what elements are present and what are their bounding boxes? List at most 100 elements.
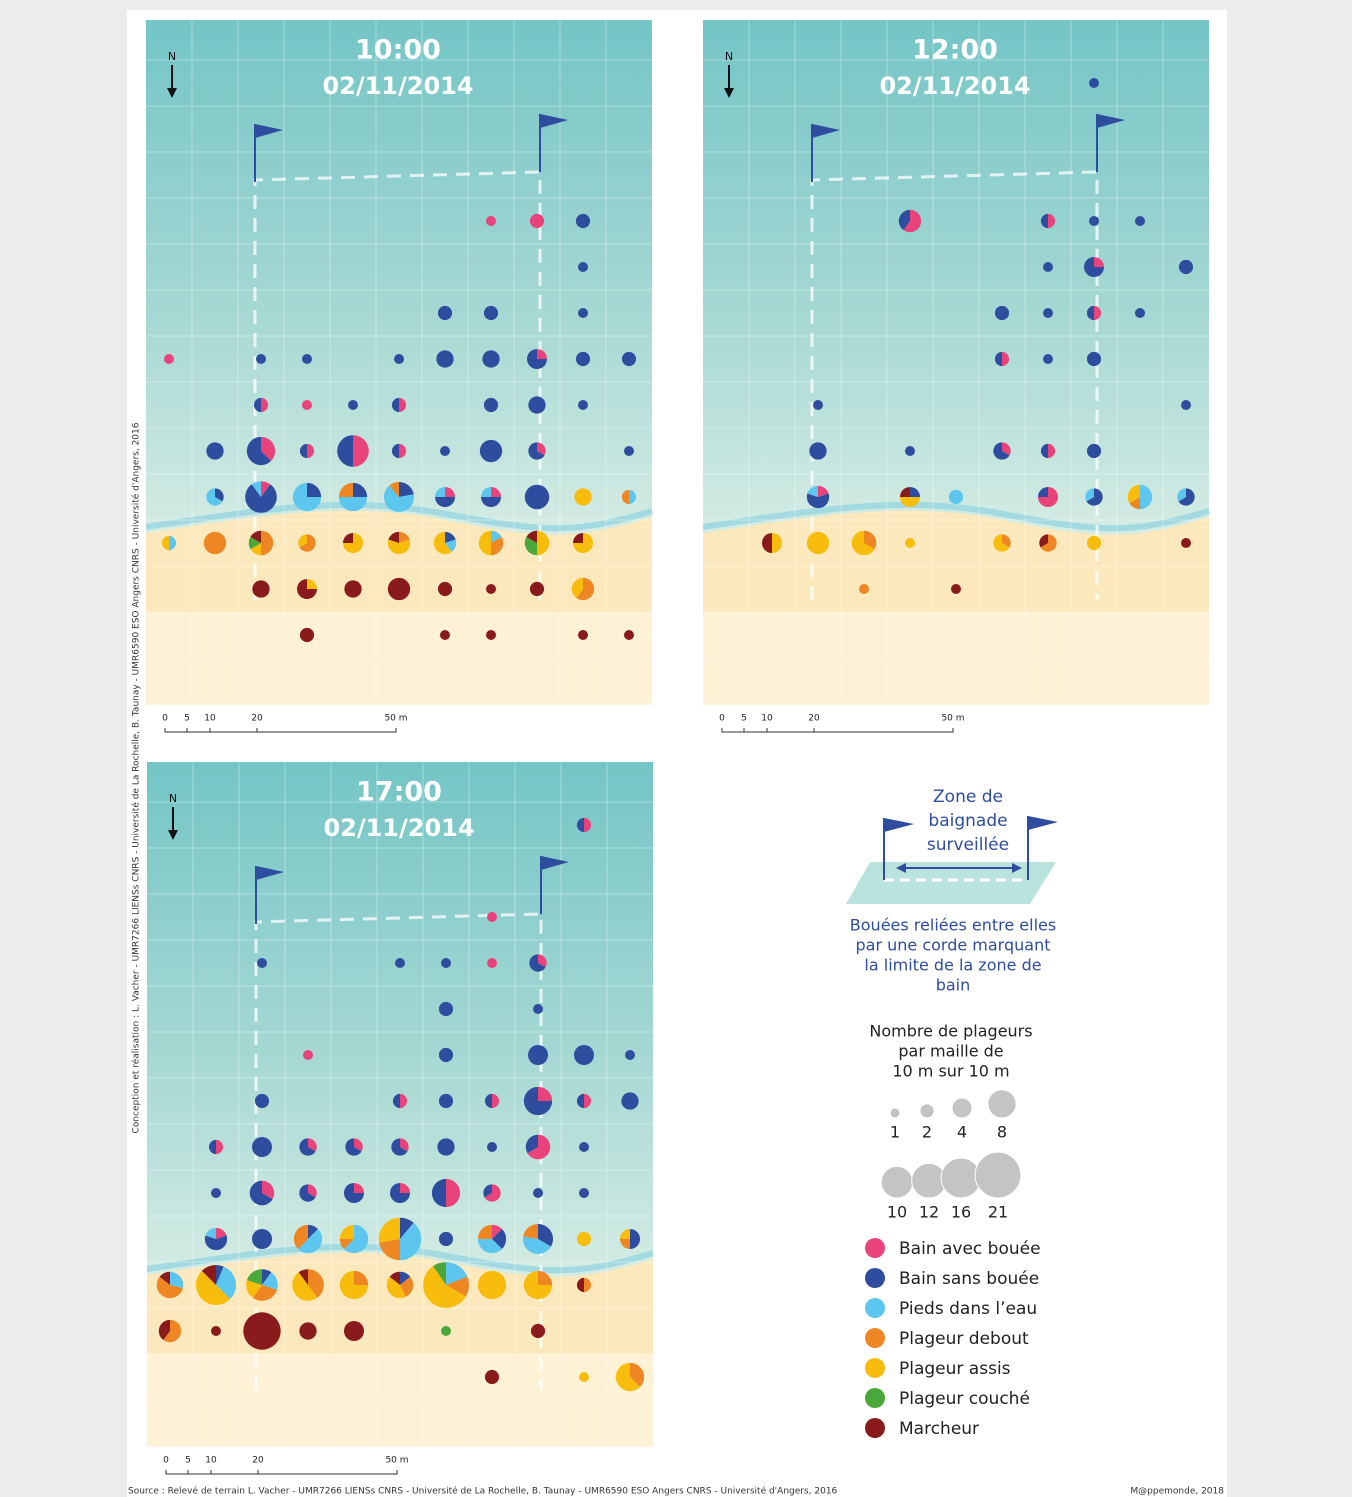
pie-slice: [859, 584, 869, 594]
pie-slice: [579, 1372, 589, 1382]
pie: [249, 1180, 275, 1206]
pie-slice: [298, 1269, 308, 1285]
pie: [391, 443, 407, 459]
pie-slice: [437, 581, 453, 597]
scale-label: 20: [808, 714, 820, 724]
pie: [302, 354, 312, 364]
pie-slice: [487, 1142, 497, 1152]
pie-slice: [161, 535, 169, 551]
pie-slice: [216, 1139, 224, 1155]
pie: [252, 580, 270, 598]
pie-slice: [994, 305, 1010, 321]
pie-slice: [484, 1093, 492, 1109]
pie-slice: [431, 1178, 446, 1208]
pie: [394, 354, 404, 364]
pie-slice: [579, 1142, 589, 1152]
pie-slice: [1178, 488, 1195, 506]
pie: [206, 488, 224, 506]
pie: [524, 530, 550, 556]
zone-line: [810, 170, 1099, 600]
pie-slice: [308, 1224, 318, 1239]
scale-label: 5: [185, 1456, 191, 1466]
pie-slice: [486, 584, 496, 594]
pie-slice: [478, 530, 491, 556]
pie-slice: [484, 1184, 501, 1202]
pie-slice: [1043, 262, 1053, 272]
pie: [423, 1262, 469, 1308]
pie-slice: [527, 349, 547, 369]
pie-slice: [624, 446, 634, 456]
pie-slice: [250, 530, 261, 543]
pie: [859, 584, 869, 594]
pie: [524, 484, 550, 510]
pie-slice: [477, 1270, 507, 1300]
pie-slice: [523, 1224, 538, 1239]
pie-slice: [529, 954, 546, 972]
panel-date: 02/11/2014: [879, 72, 1030, 100]
pie-slice: [487, 958, 497, 968]
pie-slice: [354, 1270, 369, 1285]
scale-label: 0: [162, 714, 168, 724]
pie-slice: [344, 1224, 369, 1254]
pie: [576, 1231, 592, 1247]
pie-slice: [216, 1265, 224, 1285]
pie-slice: [206, 442, 224, 460]
pie-slice: [158, 1319, 170, 1341]
pie-slice: [630, 1362, 645, 1387]
pie: [809, 442, 827, 460]
pie-slice: [484, 1369, 500, 1385]
pie: [1135, 308, 1145, 318]
pie-slice: [579, 1188, 589, 1198]
panel-time: 17:00: [356, 777, 442, 808]
size-label: 21: [988, 1203, 1008, 1222]
pie-slice: [1043, 308, 1053, 318]
pie: [621, 351, 637, 367]
size-symbol: [889, 1107, 901, 1119]
pie-slice: [1086, 535, 1102, 551]
pie-slice: [483, 305, 499, 321]
pie: [252, 1137, 272, 1157]
pie: [1086, 305, 1102, 321]
zone-pictogram: [846, 816, 1058, 904]
pie-slice: [438, 1231, 454, 1247]
pie-slice: [400, 1217, 414, 1239]
pie: [578, 308, 588, 318]
north-label: N: [168, 50, 176, 63]
pie-slice: [993, 534, 1010, 552]
pie: [164, 354, 174, 364]
pie-slice: [993, 442, 1010, 460]
pie-slice: [250, 543, 261, 556]
panel-time: 12:00: [912, 35, 998, 66]
zone-line: [253, 170, 542, 600]
pie-slice: [576, 817, 584, 833]
pie-slice: [308, 1269, 324, 1298]
category-swatch: [865, 1238, 885, 1258]
category-label: Pieds dans l’eau: [899, 1299, 1037, 1319]
pie-slice: [339, 1239, 354, 1249]
pie: [621, 1092, 639, 1110]
pie: [387, 531, 411, 555]
pie-slice: [387, 577, 411, 601]
pie-slice: [905, 446, 915, 456]
publisher: M@ppemonde, 2018: [1130, 1487, 1224, 1497]
pie: [813, 400, 823, 410]
pie-slice: [337, 435, 353, 467]
pie-slice: [578, 400, 588, 410]
pie-slice: [524, 536, 537, 556]
pie: [208, 1139, 224, 1155]
size-label: 10: [887, 1203, 907, 1222]
pie-slice: [576, 1231, 592, 1247]
pie-slice: [806, 493, 830, 509]
pie: [574, 1045, 594, 1065]
pie-slice: [251, 481, 261, 497]
pie-slice: [400, 1138, 409, 1152]
pie-slice: [629, 489, 637, 505]
pie-slice: [256, 354, 266, 364]
pie-slice: [479, 439, 503, 463]
pie-slice: [353, 482, 368, 497]
pie-slice: [387, 539, 411, 555]
size-symbol: [951, 1097, 973, 1119]
pie: [440, 446, 450, 456]
pie: [806, 485, 830, 509]
pie-slice: [211, 1326, 221, 1336]
